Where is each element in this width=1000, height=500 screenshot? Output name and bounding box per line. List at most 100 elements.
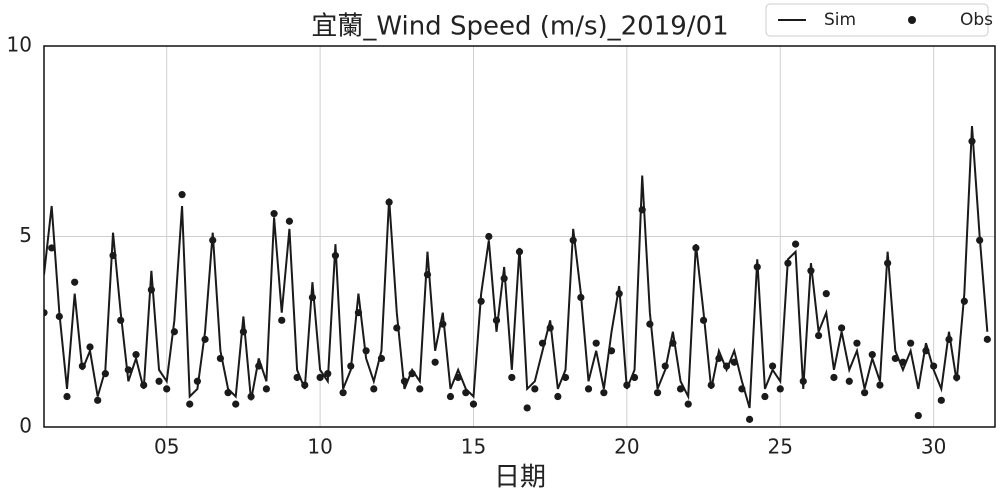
obs-point (807, 267, 815, 275)
obs-point (922, 347, 930, 355)
obs-point (891, 354, 899, 363)
obs-point (523, 404, 531, 412)
obs-point (861, 389, 869, 397)
legend-label: Obs (960, 10, 993, 30)
obs-point (768, 362, 777, 370)
obs-point (615, 290, 623, 298)
obs-point (469, 400, 478, 408)
obs-point (347, 362, 355, 370)
obs-point (868, 351, 876, 359)
obs-point (247, 392, 255, 401)
obs-point (400, 377, 409, 385)
obs-point (699, 316, 708, 324)
obs-point (209, 236, 217, 244)
obs-point (454, 373, 462, 382)
obs-point (983, 335, 991, 343)
obs-point (201, 335, 209, 343)
obs-point (132, 351, 140, 359)
obs-point (339, 389, 347, 397)
obs-point (799, 377, 807, 385)
obs-point (669, 339, 677, 347)
obs-point (124, 366, 132, 374)
obs-point (538, 339, 547, 347)
obs-point (684, 400, 692, 408)
x-tick-label: 10 (307, 435, 332, 459)
obs-point (285, 217, 294, 225)
obs-point (270, 210, 278, 218)
obs-point (86, 343, 94, 351)
obs-point (653, 389, 662, 397)
obs-point (140, 381, 148, 389)
obs-point (822, 290, 830, 298)
plot-frame (43, 45, 996, 428)
obs-point (531, 385, 539, 393)
obs-point (186, 400, 194, 408)
obs-point (370, 385, 378, 393)
obs-point (745, 415, 754, 423)
obs-point (623, 381, 631, 389)
obs-point (193, 377, 201, 385)
y-tick-label: 10 (7, 33, 32, 57)
obs-point (899, 358, 907, 366)
obs-point (661, 362, 669, 370)
obs-point (377, 354, 386, 363)
obs-point (393, 324, 401, 332)
obs-point (937, 396, 945, 404)
obs-point (485, 232, 493, 241)
x-tick-label: 25 (768, 435, 793, 459)
obs-point (109, 251, 117, 260)
obs-point (546, 324, 554, 332)
obs-point (416, 385, 424, 393)
obs-point (630, 373, 639, 382)
obs-point (945, 335, 953, 343)
obs-point (953, 373, 961, 382)
obs-point (232, 400, 240, 408)
sim-line (44, 125, 989, 409)
obs-point (78, 362, 86, 370)
obs-point (44, 309, 48, 317)
x-tick-label: 20 (614, 435, 639, 459)
obs-point (316, 373, 324, 382)
obs-point (638, 206, 646, 214)
obs-point (301, 381, 309, 389)
obs-point (71, 278, 79, 286)
obs-point (423, 271, 432, 279)
obs-point (255, 362, 263, 370)
obs-point (692, 244, 700, 252)
obs-point (331, 251, 340, 260)
obs-point (170, 328, 178, 336)
obs-point (876, 381, 884, 389)
obs-point (446, 392, 455, 401)
obs-point (48, 244, 56, 252)
obs-point (439, 320, 447, 328)
obs-point (884, 259, 892, 267)
obs-point (646, 320, 654, 328)
x-tick-label: 15 (461, 435, 486, 459)
obs-point (101, 370, 109, 378)
obs-point (431, 358, 439, 366)
obs-point (784, 259, 792, 267)
obs-point (508, 373, 516, 382)
obs-point (147, 286, 155, 294)
obs-point (738, 385, 746, 393)
obs-point (308, 293, 317, 302)
obs-point (163, 385, 171, 393)
obs-point (561, 373, 570, 382)
obs-point (607, 347, 616, 355)
obs-point (791, 240, 800, 248)
legend-marker (908, 16, 916, 24)
obs-point (707, 381, 715, 389)
obs-point (676, 385, 685, 393)
x-axis-label: 日期 (494, 463, 546, 493)
obs-point (569, 236, 577, 244)
obs-point (94, 396, 102, 404)
obs-point (408, 370, 416, 378)
obs-point (385, 198, 393, 206)
obs-point (477, 297, 485, 305)
obs-point (815, 331, 823, 340)
obs-point (55, 312, 63, 321)
obs-point (262, 385, 271, 393)
obs-point (500, 274, 508, 283)
x-tick-label: 30 (921, 435, 946, 459)
obs-point (63, 392, 71, 401)
